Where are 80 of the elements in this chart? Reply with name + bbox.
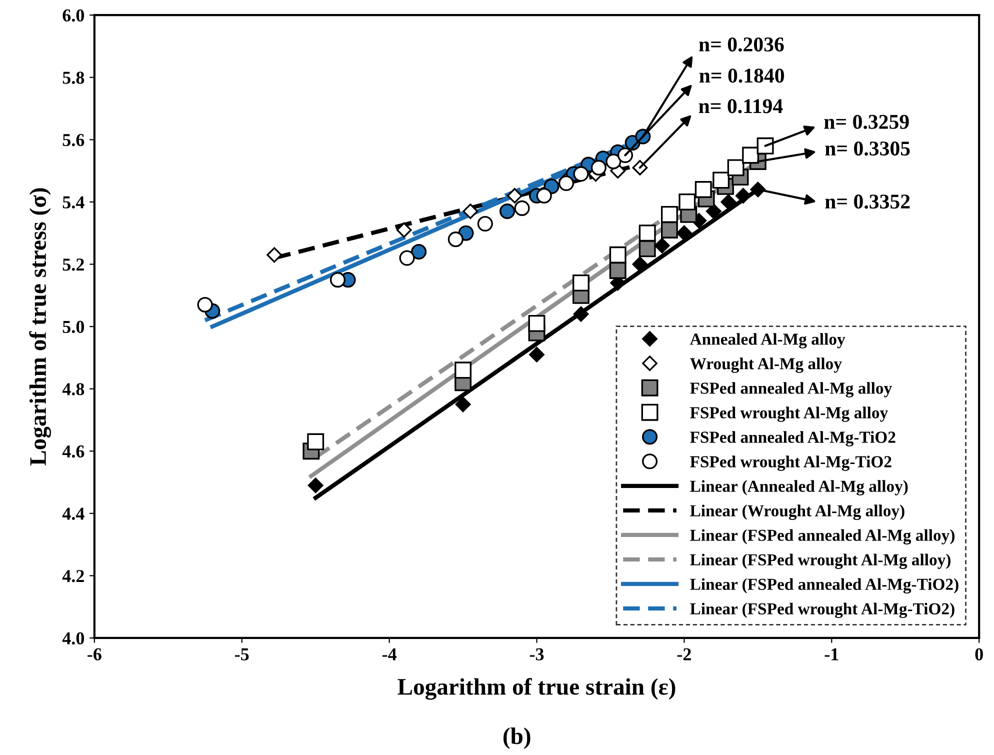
point bbox=[638, 224, 656, 242]
point bbox=[308, 478, 324, 494]
point bbox=[462, 204, 478, 220]
legend-label: Linear (FSPed annealed Al-Mg alloy) bbox=[690, 529, 954, 544]
y-tick-label: 5.2 bbox=[62, 258, 84, 271]
point bbox=[528, 314, 546, 332]
point bbox=[654, 238, 670, 254]
legend-label: Linear (Wrought Al-Mg alloy) bbox=[690, 504, 904, 520]
point bbox=[676, 225, 692, 241]
point bbox=[678, 193, 696, 210]
legend-label: Annealed Al-Mg alloy bbox=[690, 333, 846, 348]
point bbox=[266, 247, 282, 263]
y-tick-label: 4.0 bbox=[62, 632, 84, 644]
legend-label: FSPed wrought Al-Mg-TiO2 bbox=[690, 456, 892, 471]
point bbox=[197, 296, 213, 313]
point bbox=[558, 175, 574, 192]
point bbox=[573, 166, 589, 182]
point bbox=[454, 362, 472, 379]
point bbox=[609, 262, 626, 279]
point bbox=[477, 216, 493, 232]
y-tick-label: 4.4 bbox=[62, 508, 84, 520]
x-tick-label: -5 bbox=[235, 648, 249, 660]
annotation: n= 0.2036 bbox=[699, 37, 784, 52]
x-tick-label: 0 bbox=[975, 648, 983, 660]
point bbox=[506, 188, 522, 204]
point bbox=[606, 154, 622, 170]
legend-label: Linear (FSPed wrought Al-Mg alloy) bbox=[690, 554, 950, 569]
point bbox=[572, 274, 590, 292]
legend-label: Linear (FSPed annealed Al-Mg-TiO2) bbox=[690, 578, 958, 594]
point bbox=[742, 146, 760, 164]
point bbox=[609, 246, 626, 264]
point bbox=[514, 200, 530, 216]
annotation: n= 0.1840 bbox=[699, 68, 784, 83]
point bbox=[573, 306, 589, 322]
x-tick-label: -6 bbox=[88, 648, 102, 660]
x-axis-title: Logarithm of true strain (ε) bbox=[398, 678, 676, 700]
annotation: n= 0.3352 bbox=[825, 194, 910, 209]
point bbox=[727, 159, 744, 176]
point bbox=[399, 250, 415, 266]
point bbox=[638, 240, 656, 258]
annotation: n= 0.3259 bbox=[824, 114, 909, 129]
legend-label: Linear (FSPed wrought Al-Mg-TiO2) bbox=[690, 602, 954, 618]
y-tick-label: 5.6 bbox=[62, 134, 84, 146]
point bbox=[590, 160, 606, 176]
point bbox=[330, 272, 346, 288]
x-tick-label: -1 bbox=[824, 648, 838, 660]
legend-label: FSPed wrought Al-Mg alloy bbox=[690, 406, 888, 422]
x-tick-label: -2 bbox=[677, 648, 691, 660]
text: (b) bbox=[503, 728, 530, 749]
point bbox=[455, 396, 471, 412]
y-tick-label: 4.8 bbox=[62, 383, 84, 396]
annotation: n= 0.1194 bbox=[698, 99, 783, 114]
x-tick-label: -4 bbox=[382, 648, 396, 660]
point bbox=[720, 194, 736, 210]
point bbox=[735, 188, 751, 204]
point bbox=[660, 222, 678, 238]
y-tick-label: 4.2 bbox=[62, 570, 84, 582]
y-tick-label: 6.0 bbox=[62, 9, 84, 22]
point bbox=[660, 206, 678, 223]
point bbox=[694, 181, 712, 198]
legend-label: FSPed annealed Al-Mg alloy bbox=[690, 382, 892, 398]
y-tick-label: 4.6 bbox=[62, 445, 84, 458]
legend-label: Wrought Al-Mg alloy bbox=[690, 358, 842, 373]
point bbox=[712, 172, 730, 189]
point bbox=[307, 433, 324, 450]
annotation: n= 0.3305 bbox=[825, 142, 910, 156]
point bbox=[706, 204, 722, 220]
point bbox=[529, 346, 544, 362]
point bbox=[448, 232, 464, 248]
y-axis-title: Logarithm of true stress (σ) bbox=[29, 188, 52, 466]
legend-label: FSPed annealed Al-Mg-TiO2 bbox=[690, 431, 896, 446]
y-tick-label: 5.4 bbox=[62, 196, 84, 208]
point bbox=[499, 204, 516, 220]
point bbox=[411, 244, 427, 260]
x-tick-label: -3 bbox=[530, 648, 544, 660]
point bbox=[536, 188, 552, 204]
legend-label: Linear (Annealed Al-Mg alloy) bbox=[690, 480, 908, 496]
y-tick-label: 5.8 bbox=[62, 72, 84, 84]
y-tick-label: 5.0 bbox=[62, 320, 84, 334]
point bbox=[632, 256, 648, 272]
